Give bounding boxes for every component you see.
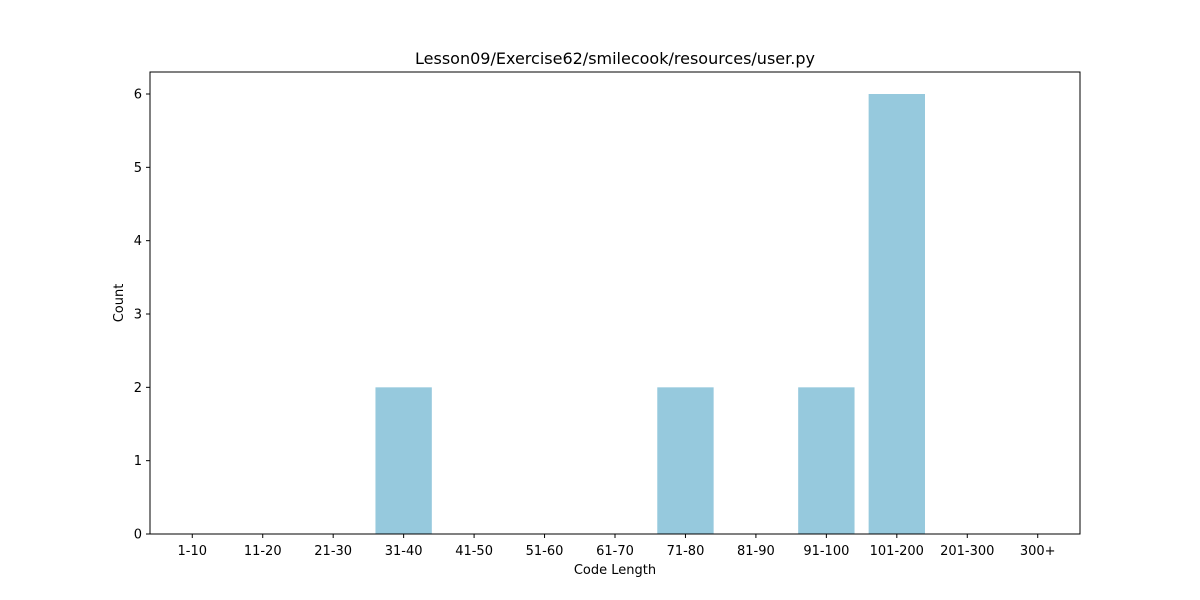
- plot-frame: [149, 71, 1081, 535]
- x-tick-label: 1-10: [178, 544, 208, 559]
- x-tick-label: 101-200: [870, 544, 924, 559]
- x-axis: 1-10 11-20 21-30 31-40 41-50 51-60 61-70 71-80 8…: [178, 534, 1056, 559]
- y-tick-label: 1: [134, 454, 142, 469]
- chart-title: Lesson09/Exercise62/smilecook/resources/…: [415, 49, 815, 68]
- x-axis-label: Code Length: [574, 563, 656, 578]
- x-tick-label: 91-100: [803, 544, 849, 559]
- y-axis-label: Count: [112, 284, 127, 323]
- y-tick-label: 5: [134, 161, 142, 176]
- x-tick-label: 201-300: [940, 544, 994, 559]
- x-tick-label: 21-30: [314, 544, 352, 559]
- x-tick-label: 31-40: [385, 544, 423, 559]
- x-tick-label: 11-20: [244, 544, 282, 559]
- bars-layer: [375, 94, 925, 534]
- bar-101-200: [868, 94, 925, 534]
- bar-91-100: [798, 387, 855, 534]
- x-tick-label: 51-60: [526, 544, 564, 559]
- x-tick-label: 81-90: [737, 544, 775, 559]
- bar-71-80: [657, 387, 714, 534]
- x-tick-label: 41-50: [455, 544, 493, 559]
- y-tick-label: 6: [134, 88, 142, 103]
- y-tick-label: 3: [134, 308, 142, 323]
- y-tick-label: 0: [134, 528, 142, 543]
- x-tick-label: 300+: [1020, 544, 1056, 559]
- y-tick-label: 2: [134, 381, 142, 396]
- y-axis: 0 1 2 3 4 5 6: [134, 88, 150, 543]
- x-tick-label: 71-80: [667, 544, 705, 559]
- y-tick-label: 4: [134, 234, 142, 249]
- x-tick-label: 61-70: [596, 544, 634, 559]
- bar-31-40: [375, 387, 432, 534]
